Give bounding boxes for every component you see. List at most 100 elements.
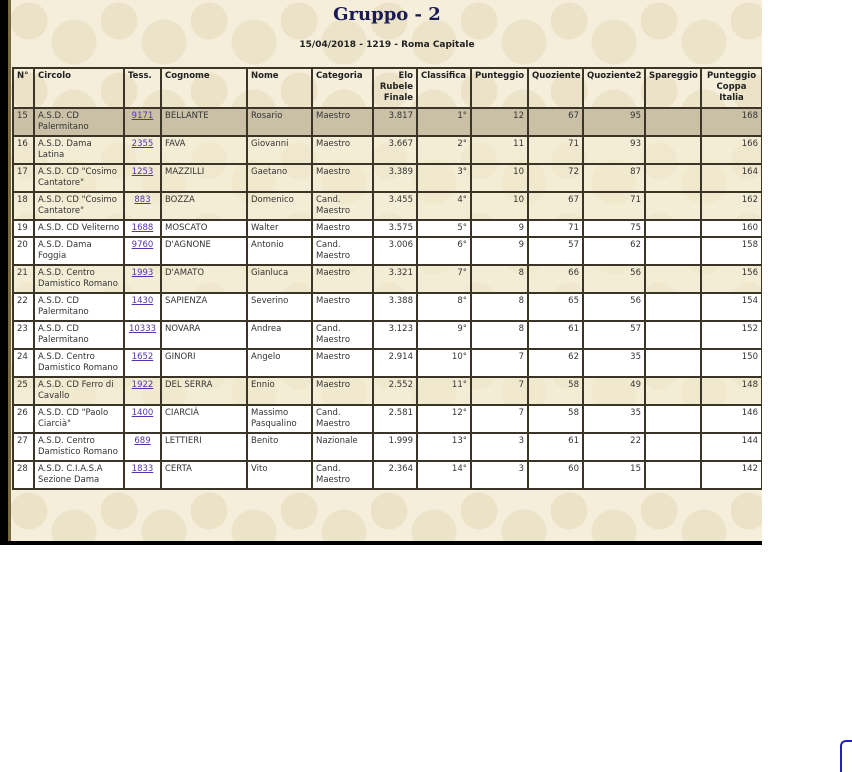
cell-elo: 2.914 xyxy=(372,348,418,378)
col-header-circolo: Circolo xyxy=(33,67,125,109)
cell-n: 25 xyxy=(12,376,35,406)
table-row: 28 A.S.D. C.I.A.S.A Sezione Dama 1833 CERTA… xyxy=(12,460,762,490)
tessera-link[interactable]: 689 xyxy=(134,436,151,446)
tessera-link[interactable]: 2355 xyxy=(131,139,154,149)
cell-n: 21 xyxy=(12,264,35,294)
cell-quoziente2: 57 xyxy=(582,320,646,350)
tessera-link[interactable]: 1400 xyxy=(131,408,154,418)
tessera-link[interactable]: 1688 xyxy=(131,223,154,233)
col-header-n: N° xyxy=(12,67,35,109)
cell-nome: Antonio xyxy=(246,236,313,266)
cell-nome: Giovanni xyxy=(246,135,313,165)
tessera-link[interactable]: 1993 xyxy=(131,268,154,278)
cell-elo: 3.388 xyxy=(372,292,418,322)
cell-coppa-italia: 158 xyxy=(700,236,762,266)
cell-elo: 1.999 xyxy=(372,432,418,462)
cell-quoziente: 71 xyxy=(527,135,584,165)
cell-spareggio xyxy=(644,376,702,406)
col-header-punteggio: Punteggio xyxy=(470,67,529,109)
cell-classifica: 13° xyxy=(416,432,472,462)
cell-cognome: GINORI xyxy=(160,348,248,378)
cell-classifica: 1° xyxy=(416,107,472,137)
cell-quoziente: 61 xyxy=(527,320,584,350)
cell-spareggio xyxy=(644,264,702,294)
cell-coppa-italia: 150 xyxy=(700,348,762,378)
tessera-link[interactable]: 1253 xyxy=(131,167,154,177)
col-header-quoziente2: Quoziente2 xyxy=(582,67,646,109)
cell-quoziente2: 95 xyxy=(582,107,646,137)
cell-cognome: MAZZILLI xyxy=(160,163,248,193)
col-header-categoria: Categoria xyxy=(311,67,374,109)
cell-punteggio: 7 xyxy=(470,376,529,406)
cell-quoziente: 66 xyxy=(527,264,584,294)
cell-categoria: Maestro xyxy=(311,348,374,378)
cell-punteggio: 8 xyxy=(470,320,529,350)
cell-classifica: 14° xyxy=(416,460,472,490)
cell-coppa-italia: 152 xyxy=(700,320,762,350)
cell-classifica: 2° xyxy=(416,135,472,165)
cell-quoziente: 61 xyxy=(527,432,584,462)
cell-punteggio: 7 xyxy=(470,404,529,434)
cell-punteggio: 9 xyxy=(470,219,529,238)
cell-n: 27 xyxy=(12,432,35,462)
cell-spareggio xyxy=(644,191,702,221)
table-row: 27 A.S.D. Centro Damistico Romano 689 LETTI… xyxy=(12,432,762,462)
table-row: 23 A.S.D. CD Palermitano 10333 NOVARA Andrea… xyxy=(12,320,762,350)
tessera-link[interactable]: 883 xyxy=(134,195,151,205)
cell-spareggio xyxy=(644,348,702,378)
cell-nome: Vito xyxy=(246,460,313,490)
cell-circolo: A.S.D. CD Palermitano xyxy=(33,292,125,322)
cell-elo: 2.581 xyxy=(372,404,418,434)
cell-circolo: A.S.D. C.I.A.S.A Sezione Dama xyxy=(33,460,125,490)
cell-quoziente2: 62 xyxy=(582,236,646,266)
cell-cognome: SAPIENZA xyxy=(160,292,248,322)
cell-classifica: 7° xyxy=(416,264,472,294)
cell-quoziente: 71 xyxy=(527,219,584,238)
cell-classifica: 4° xyxy=(416,191,472,221)
cell-coppa-italia: 154 xyxy=(700,292,762,322)
cell-categoria: Cand. Maestro xyxy=(311,320,374,350)
cell-circolo: A.S.D. CD Veliterno xyxy=(33,219,125,238)
table-body: 15 A.S.D. CD Palermitano 9171 BELLANTE Rosar… xyxy=(12,107,762,490)
table-row: 18 A.S.D. CD "Cosimo Cantatore" 883 BOZZA Do… xyxy=(12,191,762,221)
cell-categoria: Cand. Maestro xyxy=(311,460,374,490)
cell-coppa-italia: 160 xyxy=(700,219,762,238)
tessera-link[interactable]: 1922 xyxy=(131,380,154,390)
col-header-classifica: Classifica xyxy=(416,67,472,109)
page-subtitle: 15/04/2018 - 1219 - Roma Capitale xyxy=(299,40,475,50)
tessera-link[interactable]: 1652 xyxy=(131,352,154,362)
table-row: 22 A.S.D. CD Palermitano 1430 SAPIENZA Sever… xyxy=(12,292,762,322)
cell-categoria: Maestro xyxy=(311,264,374,294)
cell-quoziente: 58 xyxy=(527,404,584,434)
cell-tess: 10333 xyxy=(123,320,162,350)
cell-tess: 1400 xyxy=(123,404,162,434)
cell-circolo: A.S.D. CD Ferro di Cavallo xyxy=(33,376,125,406)
tessera-link[interactable]: 10333 xyxy=(128,324,157,334)
cell-cognome: MOSCATO xyxy=(160,219,248,238)
cell-coppa-italia: 162 xyxy=(700,191,762,221)
cell-nome: Benito xyxy=(246,432,313,462)
cell-categoria: Maestro xyxy=(311,163,374,193)
tessera-link[interactable]: 1833 xyxy=(131,464,154,474)
cell-elo: 3.123 xyxy=(372,320,418,350)
cell-classifica: 11° xyxy=(416,376,472,406)
tessera-link[interactable]: 9171 xyxy=(131,111,154,121)
cell-nome: Rosario xyxy=(246,107,313,137)
cell-nome: Ennio xyxy=(246,376,313,406)
cell-nome: Andrea xyxy=(246,320,313,350)
cell-coppa-italia: 144 xyxy=(700,432,762,462)
cell-quoziente: 67 xyxy=(527,107,584,137)
cell-punteggio: 8 xyxy=(470,264,529,294)
cell-punteggio: 10 xyxy=(470,163,529,193)
cell-coppa-italia: 164 xyxy=(700,163,762,193)
cell-classifica: 6° xyxy=(416,236,472,266)
cell-quoziente2: 56 xyxy=(582,264,646,294)
tessera-link[interactable]: 1430 xyxy=(131,296,154,306)
cell-quoziente: 65 xyxy=(527,292,584,322)
page-title: Gruppo - 2 xyxy=(333,4,441,25)
cell-coppa-italia: 148 xyxy=(700,376,762,406)
cell-nome: Severino xyxy=(246,292,313,322)
tessera-link[interactable]: 9760 xyxy=(131,240,154,250)
cell-circolo: A.S.D. CD "Cosimo Cantatore" xyxy=(33,191,125,221)
cell-quoziente2: 71 xyxy=(582,191,646,221)
